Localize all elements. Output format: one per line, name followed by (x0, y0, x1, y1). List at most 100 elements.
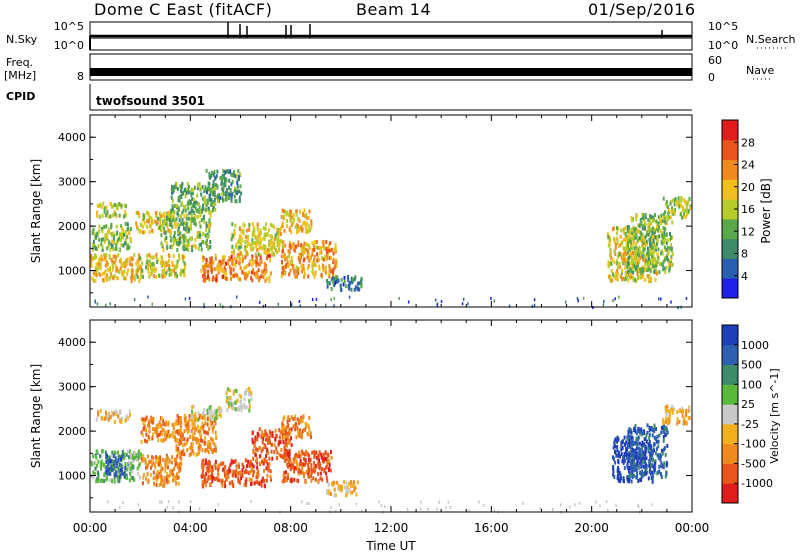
power-cell (633, 278, 636, 283)
velocity-cell (263, 468, 265, 473)
velocity-cell (681, 413, 684, 418)
power-cell (179, 184, 181, 189)
power-cell (204, 207, 207, 212)
power-cell (278, 241, 281, 246)
power-cell (107, 227, 110, 232)
velocity-cell (148, 424, 151, 429)
power-cell (313, 258, 316, 263)
velocity-cell (211, 421, 214, 425)
power-cell (216, 185, 219, 190)
velocity-cell (657, 456, 660, 461)
power-cell (280, 239, 283, 244)
velocity-cell (159, 500, 161, 504)
velocity-cell (191, 433, 194, 438)
power-cell (531, 304, 534, 308)
velocity-cell (314, 464, 317, 469)
power-cell (576, 297, 579, 300)
velocity-cell (275, 434, 278, 439)
power-cell (306, 228, 309, 233)
power-cell (217, 263, 220, 268)
velocity-cell (132, 459, 135, 463)
power-cell (251, 222, 254, 226)
velocity-cell (283, 476, 286, 481)
power-cell (245, 228, 248, 233)
power-cell (97, 262, 100, 267)
power-cell (664, 236, 667, 241)
velocity-cell (177, 475, 180, 480)
power-cell (292, 220, 295, 225)
power-cell (642, 224, 645, 229)
velocity-cell (178, 442, 181, 447)
power-cell (222, 175, 225, 180)
power-cell (246, 273, 248, 278)
velocity-cell (664, 405, 667, 410)
power-cell (121, 226, 124, 231)
power-cell (267, 242, 270, 247)
velocity-cell (281, 436, 284, 441)
power-cell (308, 245, 311, 250)
power-cell (248, 262, 251, 267)
power-cell (360, 282, 363, 287)
power-cell (170, 230, 173, 235)
power-cell (257, 278, 260, 283)
power-cell (667, 216, 669, 221)
velocity-cell (281, 427, 284, 432)
velocity-cell (645, 439, 648, 444)
velocity-cell (627, 441, 630, 446)
power-cell (661, 263, 664, 267)
power-cell (216, 266, 219, 271)
power-cell (577, 299, 579, 303)
velocity-cell (629, 444, 632, 448)
power-cell (621, 277, 624, 282)
power-cell (163, 229, 165, 234)
power-cell (92, 278, 95, 283)
velocity-cell (204, 421, 207, 426)
power-cell (641, 240, 644, 245)
power-cell (669, 232, 671, 236)
colorbar-tick-label: 16 (741, 203, 755, 216)
velocity-cell (654, 436, 657, 441)
power-cell (630, 274, 633, 279)
velocity-cell (268, 456, 271, 461)
velocity-cell (178, 466, 181, 471)
power-cell (96, 266, 99, 271)
velocity-cell (199, 426, 202, 431)
power-cell (167, 211, 170, 215)
velocity-cell (156, 475, 159, 480)
velocity-cell (637, 427, 640, 432)
velocity-cell (144, 438, 146, 443)
velocity-cell (302, 451, 305, 456)
velocity-cell (189, 500, 192, 504)
velocity-cell (202, 472, 204, 477)
power-cell (609, 238, 612, 243)
velocity-cell (307, 474, 310, 479)
power-cell (193, 201, 196, 206)
velocity-cell (468, 509, 470, 513)
power-cell (126, 268, 129, 273)
velocity-cell (188, 414, 191, 419)
power-cell (138, 279, 141, 284)
velocity-cell (194, 412, 197, 416)
velocity-cell (278, 440, 281, 445)
power-cell (607, 243, 610, 248)
power-cell (112, 236, 115, 241)
power-cell (635, 213, 638, 218)
power-cell (259, 258, 262, 263)
velocity-cell (316, 455, 318, 460)
velocity-cell (171, 423, 174, 428)
power-cell (669, 201, 672, 206)
velocity-cell (176, 429, 178, 434)
power-cell (137, 257, 140, 262)
velocity-cell (190, 415, 193, 419)
velocity-cell (226, 475, 229, 480)
power-cell (680, 198, 683, 203)
power-cell (183, 233, 186, 238)
velocity-cell (281, 454, 284, 459)
velocity-cell (122, 465, 125, 470)
velocity-cell (161, 432, 164, 437)
velocity-cell (639, 477, 642, 482)
power-cell (619, 274, 622, 279)
power-cell (631, 218, 634, 223)
power-cell (639, 236, 642, 240)
velocity-cell (641, 460, 644, 464)
